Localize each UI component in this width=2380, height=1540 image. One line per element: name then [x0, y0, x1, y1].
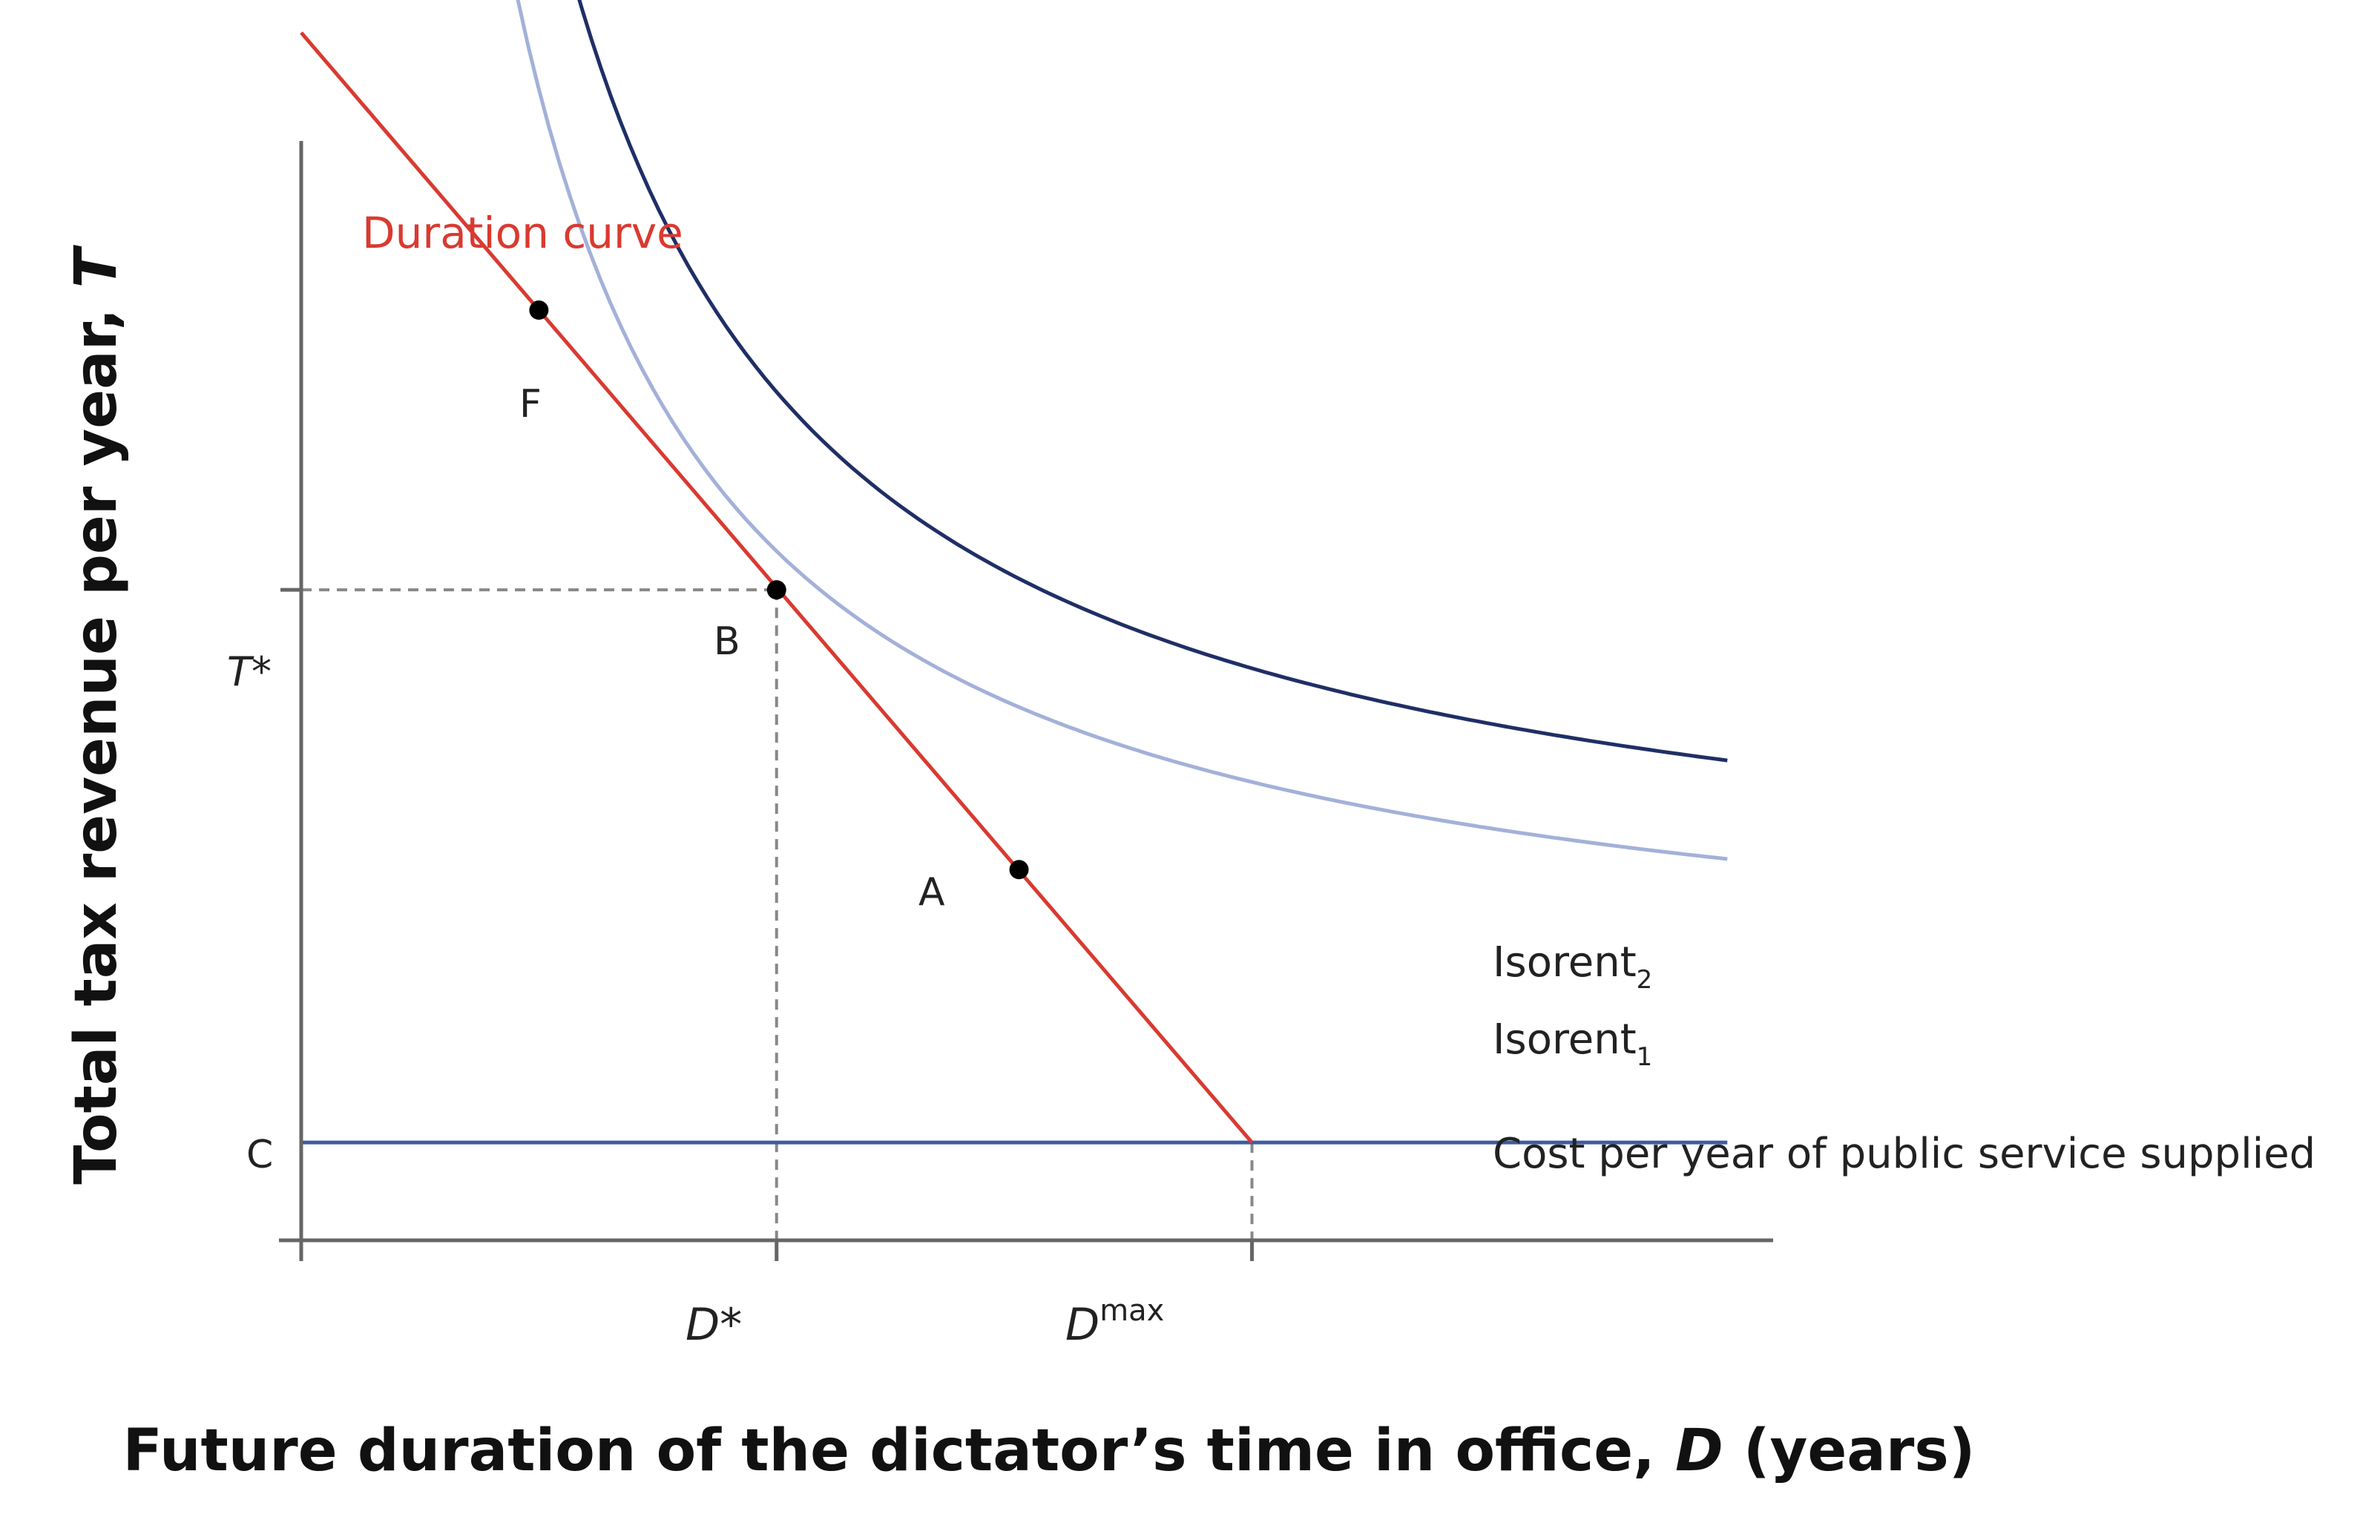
isorent-2-curve [577, 0, 1728, 763]
point-f [529, 300, 549, 320]
c-label: C [246, 1133, 273, 1177]
point-b [766, 580, 786, 600]
x-tick-label-d-max: Dmax [1065, 1294, 1164, 1351]
point-label-a: A [918, 870, 945, 915]
isorent-2-label: Isorent2 [1493, 938, 1652, 995]
point-label-b: B [714, 619, 740, 664]
point-a [1009, 860, 1029, 880]
isorent-1-label: Isorent1 [1493, 1016, 1652, 1072]
point-label-f: F [519, 382, 542, 427]
x-tick-label-d-star: D* [686, 1299, 742, 1351]
isorent-1-curve [516, 0, 1728, 861]
x-axis-title: Future duration of the dictator’s time i… [123, 1418, 1976, 1484]
y-tick-label-t-star: T* [227, 648, 272, 695]
duration-curve-label: Duration curve [362, 208, 683, 258]
y-axis-title: Total tax revenue per year, T [63, 244, 130, 1184]
cost-line-label: Cost per year of public service supplied [1493, 1130, 2315, 1178]
